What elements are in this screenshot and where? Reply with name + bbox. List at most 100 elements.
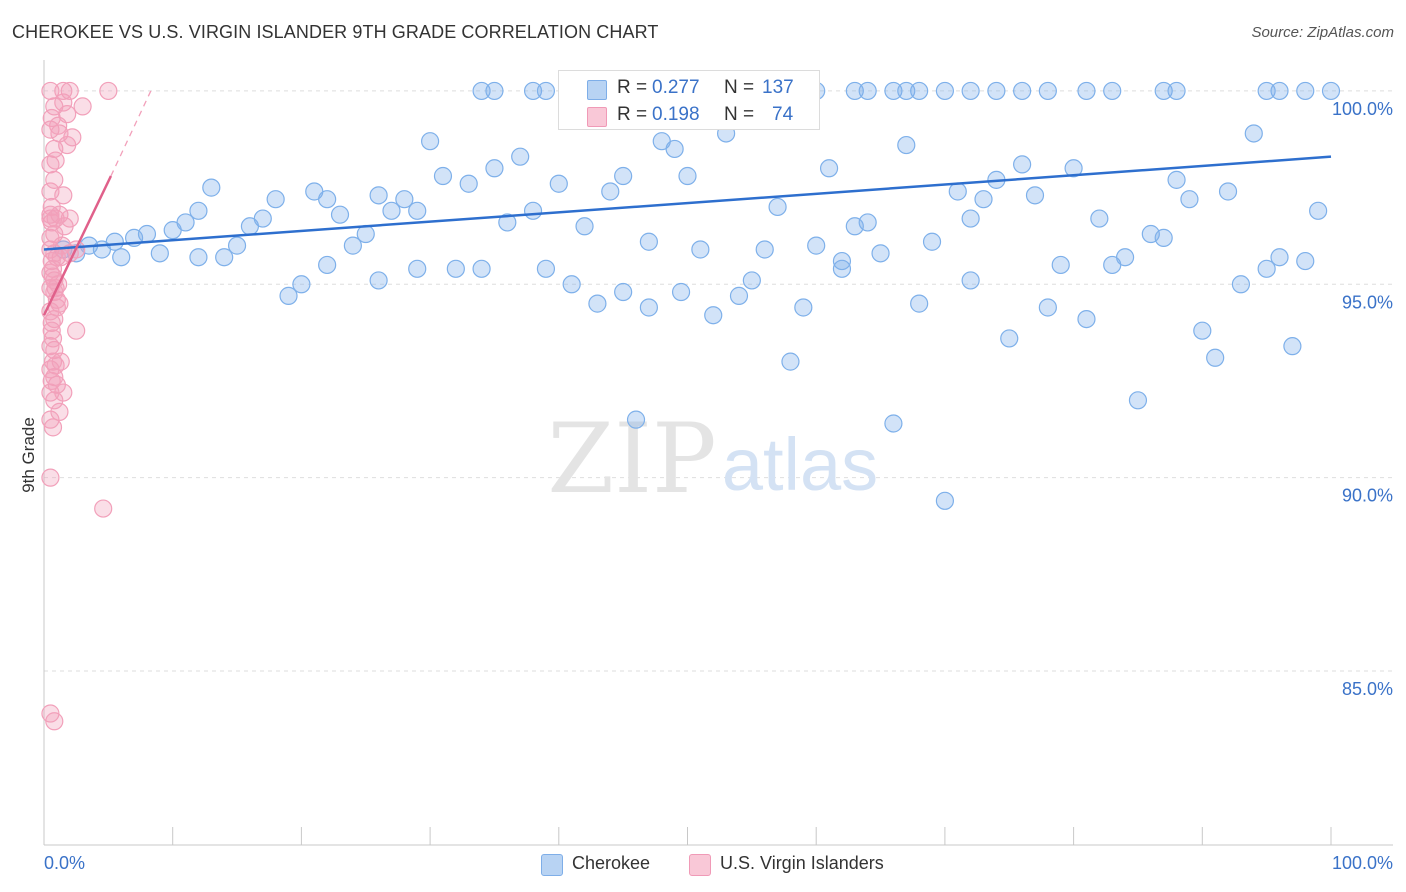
data-point[interactable]: [408, 259, 427, 278]
data-point[interactable]: [47, 248, 66, 267]
data-point[interactable]: [433, 166, 453, 186]
data-point[interactable]: [742, 271, 761, 290]
data-point[interactable]: [150, 244, 169, 263]
data-point[interactable]: [253, 209, 272, 228]
data-point[interactable]: [678, 166, 697, 186]
data-point[interactable]: [54, 383, 73, 402]
data-point[interactable]: [1064, 159, 1083, 178]
data-point[interactable]: [189, 248, 208, 267]
data-point[interactable]: [1180, 190, 1199, 209]
data-point[interactable]: [137, 224, 157, 244]
data-point[interactable]: [1270, 81, 1289, 101]
data-point[interactable]: [671, 282, 691, 302]
data-point[interactable]: [356, 224, 375, 244]
data-point[interactable]: [1167, 81, 1186, 101]
data-point[interactable]: [318, 190, 337, 209]
data-point[interactable]: [330, 205, 350, 224]
data-point[interactable]: [105, 232, 124, 251]
data-point[interactable]: [1051, 255, 1070, 275]
data-point[interactable]: [1206, 348, 1225, 367]
data-point[interactable]: [614, 282, 633, 302]
data-point[interactable]: [112, 248, 131, 267]
data-point[interactable]: [935, 491, 955, 510]
data-point[interactable]: [46, 151, 65, 170]
data-point[interactable]: [1231, 275, 1251, 294]
data-point[interactable]: [819, 159, 839, 178]
data-point[interactable]: [832, 251, 852, 271]
data-point[interactable]: [58, 105, 77, 124]
data-point[interactable]: [523, 201, 543, 220]
data-point[interactable]: [884, 81, 903, 101]
data-point[interactable]: [472, 259, 491, 278]
data-point[interactable]: [987, 81, 1006, 101]
data-point[interactable]: [858, 81, 877, 101]
data-point[interactable]: [1013, 155, 1032, 174]
data-point[interactable]: [408, 201, 427, 220]
data-point[interactable]: [614, 166, 633, 186]
data-point[interactable]: [58, 135, 77, 155]
data-point[interactable]: [832, 259, 852, 278]
data-point[interactable]: [948, 182, 967, 201]
data-point[interactable]: [871, 244, 890, 263]
data-point[interactable]: [73, 97, 92, 116]
data-point[interactable]: [50, 205, 69, 224]
data-point[interactable]: [845, 81, 864, 101]
data-point[interactable]: [1244, 124, 1263, 143]
data-point[interactable]: [1218, 182, 1238, 201]
data-point[interactable]: [691, 240, 710, 259]
data-point[interactable]: [46, 279, 65, 298]
data-point[interactable]: [549, 174, 568, 193]
data-point[interactable]: [807, 236, 826, 255]
data-point[interactable]: [1154, 81, 1173, 101]
data-point[interactable]: [1115, 248, 1135, 267]
data-point[interactable]: [1167, 170, 1186, 189]
data-point[interactable]: [1283, 337, 1302, 356]
data-point[interactable]: [1077, 309, 1096, 329]
data-point[interactable]: [60, 81, 79, 101]
data-point[interactable]: [536, 81, 556, 101]
data-point[interactable]: [459, 174, 478, 193]
data-point[interactable]: [575, 217, 594, 236]
data-point[interactable]: [910, 81, 929, 101]
data-point[interactable]: [215, 248, 234, 267]
data-point[interactable]: [99, 81, 118, 101]
data-point[interactable]: [54, 93, 73, 112]
data-point[interactable]: [910, 294, 929, 313]
data-point[interactable]: [639, 298, 658, 317]
data-point[interactable]: [1025, 186, 1045, 205]
data-point[interactable]: [498, 213, 517, 232]
data-point[interactable]: [1000, 329, 1019, 348]
data-point[interactable]: [369, 271, 388, 290]
data-point[interactable]: [562, 275, 581, 294]
data-point[interactable]: [768, 197, 787, 217]
data-point[interactable]: [729, 286, 749, 305]
data-point[interactable]: [46, 356, 65, 375]
data-point[interactable]: [626, 410, 646, 429]
data-point[interactable]: [1296, 81, 1315, 101]
data-point[interactable]: [485, 159, 504, 178]
data-point[interactable]: [781, 352, 800, 371]
data-point[interactable]: [45, 309, 64, 329]
data-point[interactable]: [43, 259, 63, 278]
data-point[interactable]: [1154, 228, 1173, 247]
data-point[interactable]: [961, 271, 980, 290]
data-point[interactable]: [343, 236, 362, 255]
data-point[interactable]: [292, 275, 311, 294]
data-point[interactable]: [523, 81, 543, 101]
data-point[interactable]: [1321, 81, 1341, 101]
data-point[interactable]: [94, 499, 113, 518]
data-point[interactable]: [485, 81, 504, 101]
data-point[interactable]: [1103, 81, 1122, 101]
data-point[interactable]: [1077, 81, 1096, 101]
data-point[interactable]: [55, 217, 74, 236]
data-point[interactable]: [639, 232, 658, 251]
data-point[interactable]: [395, 190, 414, 209]
data-point[interactable]: [511, 147, 530, 166]
data-point[interactable]: [1090, 209, 1109, 228]
data-point[interactable]: [202, 178, 221, 197]
data-point[interactable]: [1296, 251, 1315, 271]
data-point[interactable]: [1038, 81, 1057, 101]
data-point[interactable]: [382, 201, 401, 220]
data-point[interactable]: [1257, 259, 1276, 278]
data-point[interactable]: [1013, 81, 1032, 101]
